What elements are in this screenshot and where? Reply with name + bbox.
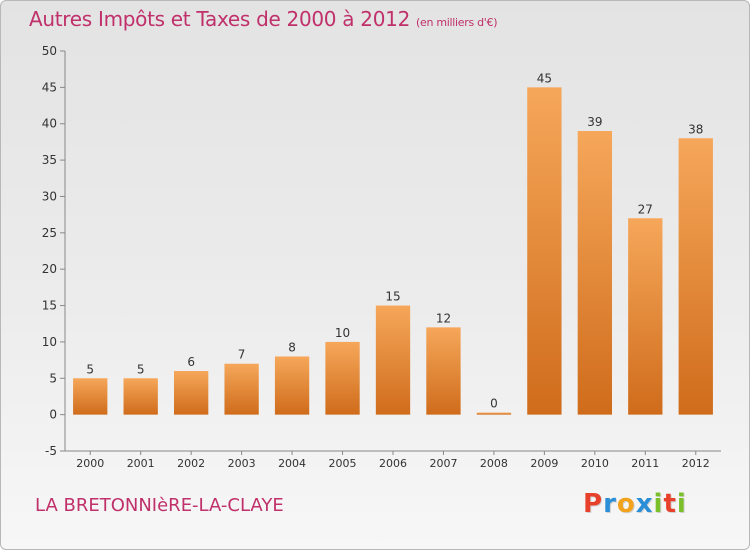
bar-value-label: 15 <box>385 290 400 304</box>
bar <box>375 305 411 415</box>
bar <box>476 412 512 415</box>
commune-name: LA BRETONNIèRE-LA-CLAYE <box>35 495 284 516</box>
bar <box>325 341 360 415</box>
chart-title-text: Autres Impôts et Taxes de 2000 à 2012 <box>29 7 410 31</box>
bar <box>274 356 310 415</box>
logo-letter: t <box>663 489 677 519</box>
x-tick-label: 2005 <box>329 457 357 470</box>
y-tick-label: -5 <box>45 444 57 458</box>
bar-value-label: 39 <box>587 115 602 129</box>
x-tick-label: 2001 <box>127 457 155 470</box>
bar-value-label: 10 <box>335 326 350 340</box>
y-tick-label: 50 <box>42 44 57 58</box>
bar-value-label: 5 <box>86 362 94 376</box>
y-tick-label: 0 <box>49 408 57 422</box>
bar-value-label: 5 <box>137 362 145 376</box>
bar <box>426 327 461 415</box>
y-tick-label: 25 <box>42 226 57 240</box>
bar-value-label: 0 <box>490 397 498 411</box>
bar <box>527 87 562 415</box>
logo-letter: i <box>676 489 687 519</box>
y-tick-label: 5 <box>49 371 57 385</box>
y-tick-label: 40 <box>42 117 57 131</box>
x-tick-label: 2008 <box>480 457 508 470</box>
chart-unit-label: (en milliers d'€) <box>416 16 498 29</box>
x-tick-label: 2010 <box>581 457 609 470</box>
x-tick-label: 2002 <box>177 457 205 470</box>
logo-letter: o <box>616 489 636 519</box>
y-tick-label: 10 <box>42 335 57 349</box>
bar <box>678 138 713 415</box>
bar <box>577 131 613 415</box>
y-tick-label: 15 <box>42 299 57 313</box>
logo-letter: r <box>603 489 617 519</box>
bar-value-label: 12 <box>436 311 451 325</box>
proxiti-logo: Proxiti <box>583 489 687 519</box>
x-tick-label: 2011 <box>631 457 659 470</box>
y-tick-label: 20 <box>42 262 57 276</box>
bar-value-label: 7 <box>238 348 246 362</box>
x-tick-label: 2000 <box>76 457 104 470</box>
x-tick-label: 2012 <box>682 457 710 470</box>
logo-letter: P <box>583 489 604 519</box>
logo-letter: x <box>635 489 654 519</box>
x-tick-label: 2003 <box>228 457 256 470</box>
bar <box>224 363 259 415</box>
bar-value-label: 6 <box>187 355 195 369</box>
bar <box>173 371 209 415</box>
y-tick-label: 45 <box>42 80 57 94</box>
bar-value-label: 45 <box>537 71 552 85</box>
y-tick-label: 30 <box>42 189 57 203</box>
bar-value-label: 8 <box>288 340 296 354</box>
logo-letter: i <box>653 489 664 519</box>
y-tick-label: 35 <box>42 153 57 167</box>
bar-value-label: 27 <box>638 202 653 216</box>
x-tick-label: 2006 <box>379 457 407 470</box>
x-tick-label: 2004 <box>278 457 306 470</box>
chart-title: Autres Impôts et Taxes de 2000 à 2012 (en… <box>29 7 497 31</box>
bar <box>73 378 108 415</box>
x-tick-label: 2009 <box>530 457 558 470</box>
x-tick-label: 2007 <box>429 457 457 470</box>
bar <box>628 218 663 415</box>
bar <box>123 378 158 415</box>
bar-value-label: 38 <box>688 122 703 136</box>
